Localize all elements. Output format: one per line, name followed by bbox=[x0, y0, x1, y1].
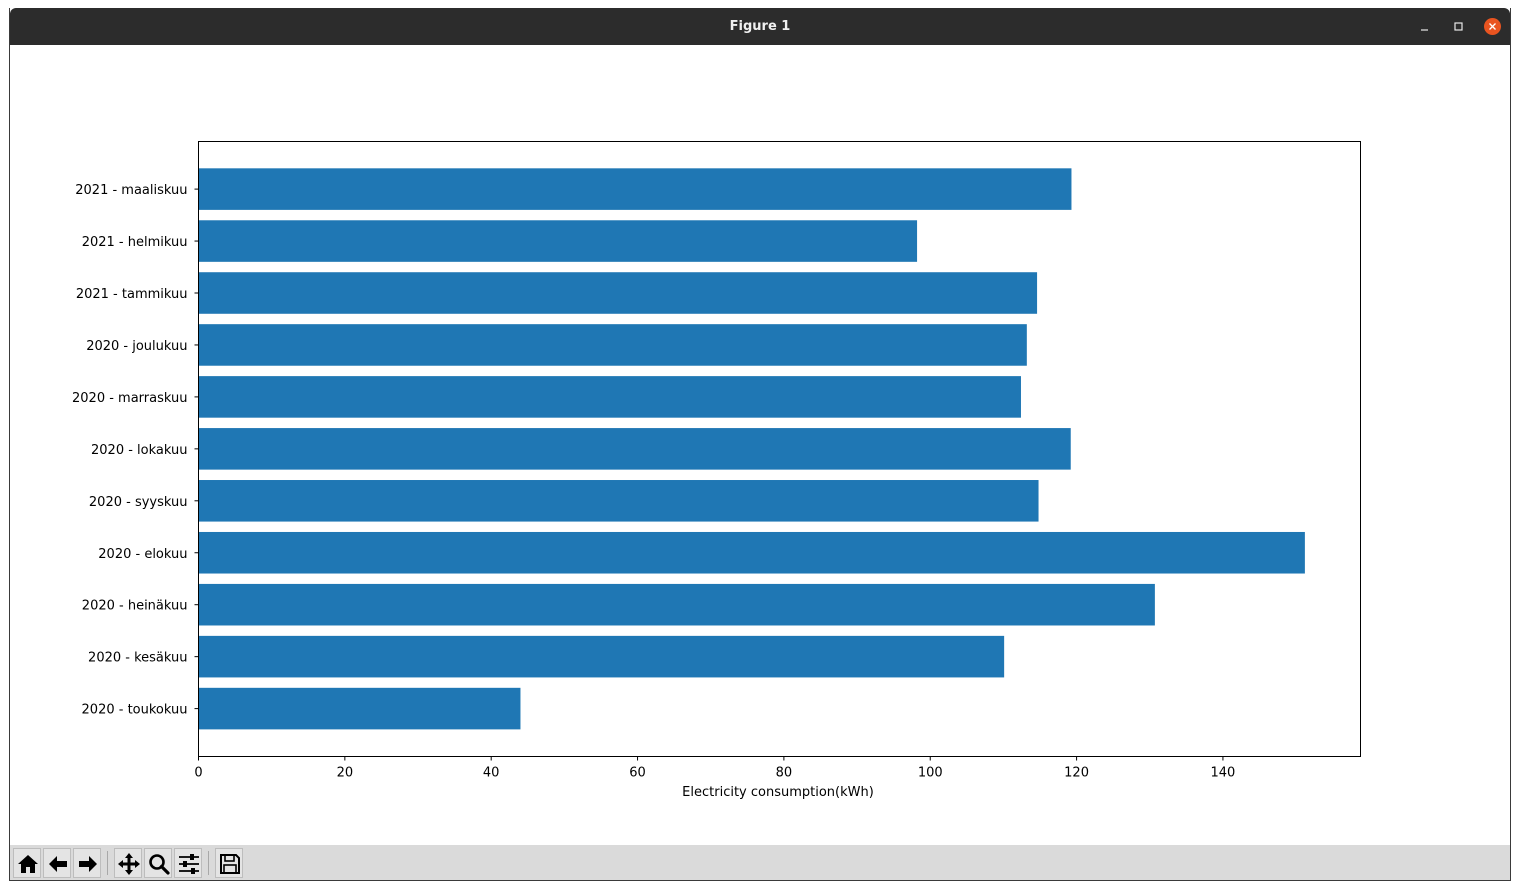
y-tick-label: 2020 - lokakuu bbox=[91, 443, 187, 458]
figure-canvas[interactable]: 2020 - toukokuu 2020 - kesäkuu 2020 - hein… bbox=[10, 45, 1510, 845]
x-axis: 0 20 40 60 80 100 120 140 bbox=[194, 756, 1236, 781]
bar bbox=[198, 480, 1039, 522]
maximize-icon bbox=[1454, 22, 1463, 31]
minimize-icon bbox=[1421, 29, 1428, 31]
home-button[interactable] bbox=[13, 848, 41, 878]
y-tick-label: 2020 - joulukuu bbox=[86, 339, 187, 354]
navigation-toolbar bbox=[10, 845, 1510, 880]
bar bbox=[198, 635, 1005, 678]
x-tick-label: 80 bbox=[776, 766, 793, 781]
maximize-button[interactable] bbox=[1450, 18, 1467, 35]
save-button[interactable] bbox=[215, 848, 243, 878]
x-tick-label: 20 bbox=[337, 766, 354, 781]
toolbar-separator bbox=[107, 851, 108, 875]
y-axis: 2020 - toukokuu 2020 - kesäkuu 2020 - hein… bbox=[72, 183, 199, 718]
x-tick-label: 40 bbox=[483, 766, 500, 781]
bar-chart: 2020 - toukokuu 2020 - kesäkuu 2020 - hein… bbox=[72, 141, 1361, 800]
x-tick-label: 100 bbox=[918, 766, 943, 781]
window-title: Figure 1 bbox=[729, 19, 791, 34]
arrow-left-icon bbox=[49, 856, 67, 872]
sliders-icon bbox=[179, 854, 199, 874]
x-axis-label: Electricity consumption(kWh) bbox=[682, 785, 874, 800]
y-tick-label: 2020 - heinäkuu bbox=[82, 599, 188, 614]
bar bbox=[198, 324, 1027, 366]
forward-button[interactable] bbox=[73, 848, 101, 878]
x-tick-label: 60 bbox=[629, 766, 646, 781]
bars-group bbox=[198, 168, 1305, 730]
bar bbox=[198, 220, 918, 262]
bar bbox=[198, 272, 1038, 314]
bar bbox=[198, 583, 1155, 626]
move-arrows-icon bbox=[118, 853, 140, 875]
bar bbox=[198, 168, 1072, 210]
y-tick-label: 2021 - maaliskuu bbox=[75, 183, 187, 198]
y-tick-label: 2021 - tammikuu bbox=[76, 287, 188, 302]
configure-subplots-button[interactable] bbox=[174, 848, 202, 878]
magnifier-icon bbox=[149, 854, 170, 875]
bar bbox=[198, 531, 1305, 574]
y-tick-label: 2021 - helmikuu bbox=[82, 235, 188, 250]
x-tick-label: 140 bbox=[1211, 766, 1236, 781]
figure-window: Figure 1 2020 - toukokuu 2020 - kesäkuu 20… bbox=[9, 8, 1511, 881]
bar bbox=[198, 687, 521, 730]
x-tick-label: 120 bbox=[1064, 766, 1089, 781]
pan-button[interactable] bbox=[114, 848, 142, 878]
floppy-disk-icon bbox=[220, 854, 240, 874]
bar bbox=[198, 428, 1071, 470]
back-button[interactable] bbox=[43, 848, 71, 878]
close-icon bbox=[1484, 18, 1501, 35]
toolbar-separator bbox=[208, 851, 209, 875]
y-tick-label: 2020 - elokuu bbox=[98, 547, 187, 562]
bar bbox=[198, 376, 1021, 418]
minimize-button[interactable] bbox=[1416, 18, 1433, 35]
y-tick-label: 2020 - toukokuu bbox=[82, 703, 188, 718]
y-tick-label: 2020 - syyskuu bbox=[89, 495, 188, 510]
x-tick-label: 0 bbox=[194, 766, 202, 781]
y-tick-label: 2020 - marraskuu bbox=[72, 391, 187, 406]
home-icon bbox=[18, 855, 38, 873]
arrow-right-icon bbox=[79, 856, 97, 872]
y-tick-label: 2020 - kesäkuu bbox=[88, 651, 187, 666]
zoom-button[interactable] bbox=[144, 848, 172, 878]
close-button[interactable] bbox=[1484, 18, 1501, 35]
title-bar[interactable]: Figure 1 bbox=[10, 8, 1510, 45]
